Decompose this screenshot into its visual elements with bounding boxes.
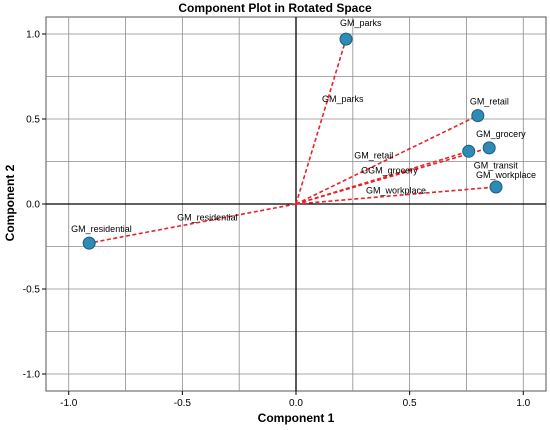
x-tick-label: 0.5 (403, 398, 417, 409)
y-tick-label: 0.5 (26, 115, 40, 126)
y-axis-title: Component 2 (3, 164, 17, 242)
y-tick-label: 1.0 (26, 30, 40, 41)
vector-label: GM_retail (354, 151, 393, 161)
loading-vector (295, 114, 479, 205)
vector-label: GGM_grocery (361, 166, 418, 176)
loading-point (471, 109, 485, 123)
loading-point (462, 144, 476, 158)
loading-point (82, 236, 96, 250)
y-tick-label: 0.0 (26, 200, 40, 211)
point-label: GM_residential (71, 224, 132, 234)
y-tick-label: -1.0 (23, 370, 41, 381)
point-label: GM_transit (474, 160, 519, 170)
vector-label: GM_parks (322, 94, 364, 104)
x-tick-label: 0.0 (289, 398, 303, 409)
loading-point (482, 141, 496, 155)
loading-point (339, 32, 353, 46)
x-tick-label: 1.0 (516, 398, 530, 409)
x-tick-label: -0.5 (174, 398, 192, 409)
x-tick-label: -1.0 (60, 398, 78, 409)
point-label: GM_parks (340, 18, 382, 28)
x-axis-title: Component 1 (257, 411, 335, 425)
vector-label: GM_workplace (366, 185, 426, 195)
loading-vector (89, 203, 297, 244)
point-label: GM_grocery (476, 129, 526, 139)
vector-label: GM_residential (177, 212, 238, 222)
chart-title: Component Plot in Rotated Space (178, 1, 372, 15)
loading-point (489, 180, 503, 194)
y-tick-label: -0.5 (23, 285, 41, 296)
loading-vector (295, 186, 497, 205)
loading-vector (295, 150, 469, 205)
point-label: GM_workplace (476, 170, 536, 180)
point-label: GM_retail (470, 97, 509, 107)
loading-vector (295, 38, 347, 205)
